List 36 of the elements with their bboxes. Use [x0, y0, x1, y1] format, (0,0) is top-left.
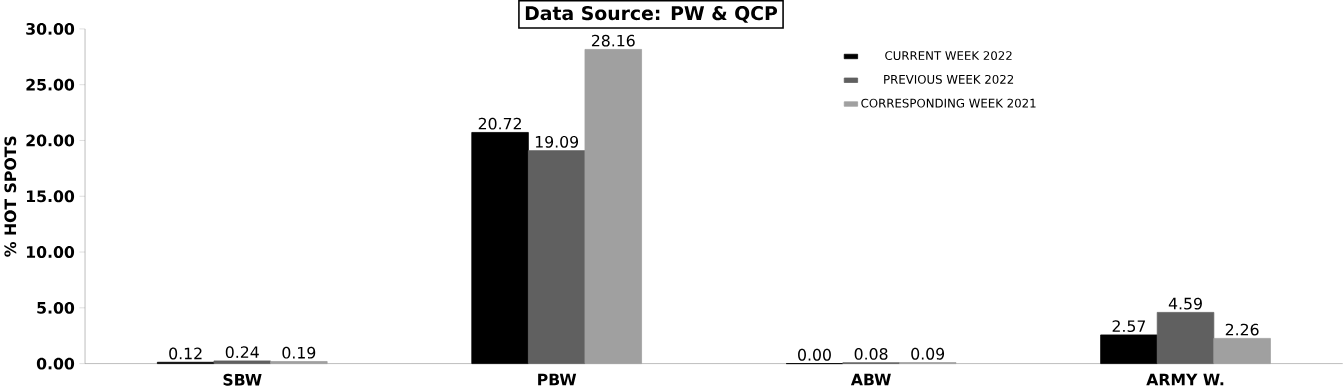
- data-label: 0.09: [911, 347, 945, 360]
- data-label: 28.16: [591, 34, 635, 47]
- bar: [527, 150, 586, 364]
- legend-label: CORRESPONDING WEEK 2021: [861, 98, 1036, 108]
- y-tick-label: 20.00: [26, 134, 75, 147]
- data-label: 2.57: [1112, 320, 1146, 333]
- bar: [213, 360, 271, 364]
- bar: [270, 361, 328, 364]
- data-label: 0.19: [282, 346, 316, 359]
- y-axis-title: % HOT SPOTS: [4, 136, 17, 257]
- y-tick-label: 30.00: [26, 22, 75, 35]
- data-label: 0.12: [169, 347, 202, 360]
- y-tick-label: 15.00: [26, 190, 75, 203]
- x-tick-label: PBW: [538, 373, 577, 386]
- data-label: 20.72: [478, 117, 521, 130]
- y-tick-label: 0.00: [36, 357, 75, 370]
- bar: [584, 49, 642, 364]
- chart-title: Data Source: PW & QCP: [525, 6, 778, 23]
- data-label: 2.26: [1225, 323, 1259, 336]
- bar: [471, 132, 529, 364]
- data-label: 0.24: [225, 346, 259, 359]
- y-tick-label: 25.00: [26, 78, 75, 91]
- data-label: 4.59: [1168, 297, 1202, 310]
- bar: [1100, 334, 1158, 364]
- y-tick-label: 5.00: [37, 301, 75, 314]
- x-tick-label: ARMY W.: [1146, 373, 1224, 386]
- x-tick-label: SBW: [223, 373, 262, 386]
- y-tick-label: 10.00: [26, 246, 75, 258]
- legend-label: PREVIOUS WEEK 2022: [884, 74, 1014, 84]
- bar: [1156, 312, 1215, 364]
- data-label: 19.09: [535, 135, 579, 148]
- legend-label: CURRENT WEEK 2022: [885, 51, 1012, 61]
- data-label: 0.00: [798, 348, 831, 361]
- data-label: 0.08: [854, 347, 888, 360]
- bar: [1213, 337, 1271, 364]
- x-tick-label: ABW: [850, 373, 891, 386]
